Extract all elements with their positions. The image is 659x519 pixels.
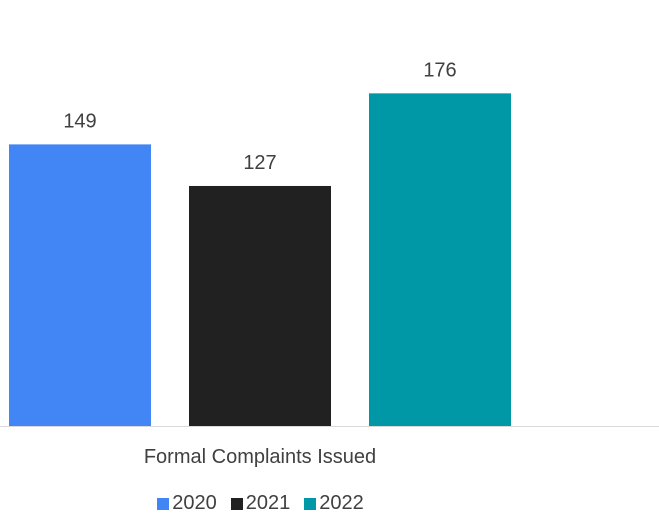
legend-label-2022: 2022 [319, 492, 364, 514]
legend-item-2021: 2021 [230, 492, 291, 515]
legend-label-2021: 2021 [245, 492, 291, 514]
legend-item-2020: 2020 [157, 492, 217, 515]
legend-swatch-2022 [304, 497, 317, 510]
data-label-2022: 176 [423, 59, 456, 81]
category-label: Formal Complaints Issued [144, 446, 376, 468]
legend-swatch-2021 [230, 497, 243, 510]
legend-swatch-2020 [157, 497, 170, 510]
legend: 2020 2021 2022 [0, 492, 521, 515]
legend-label-2020: 2020 [172, 492, 217, 514]
legend-item-2022: 2022 [304, 492, 364, 515]
data-label-2020: 149 [63, 110, 96, 132]
data-label-2021: 127 [243, 152, 276, 174]
bar-2022 [369, 93, 511, 427]
bar-2020 [9, 144, 151, 426]
bar-2021 [189, 185, 331, 426]
